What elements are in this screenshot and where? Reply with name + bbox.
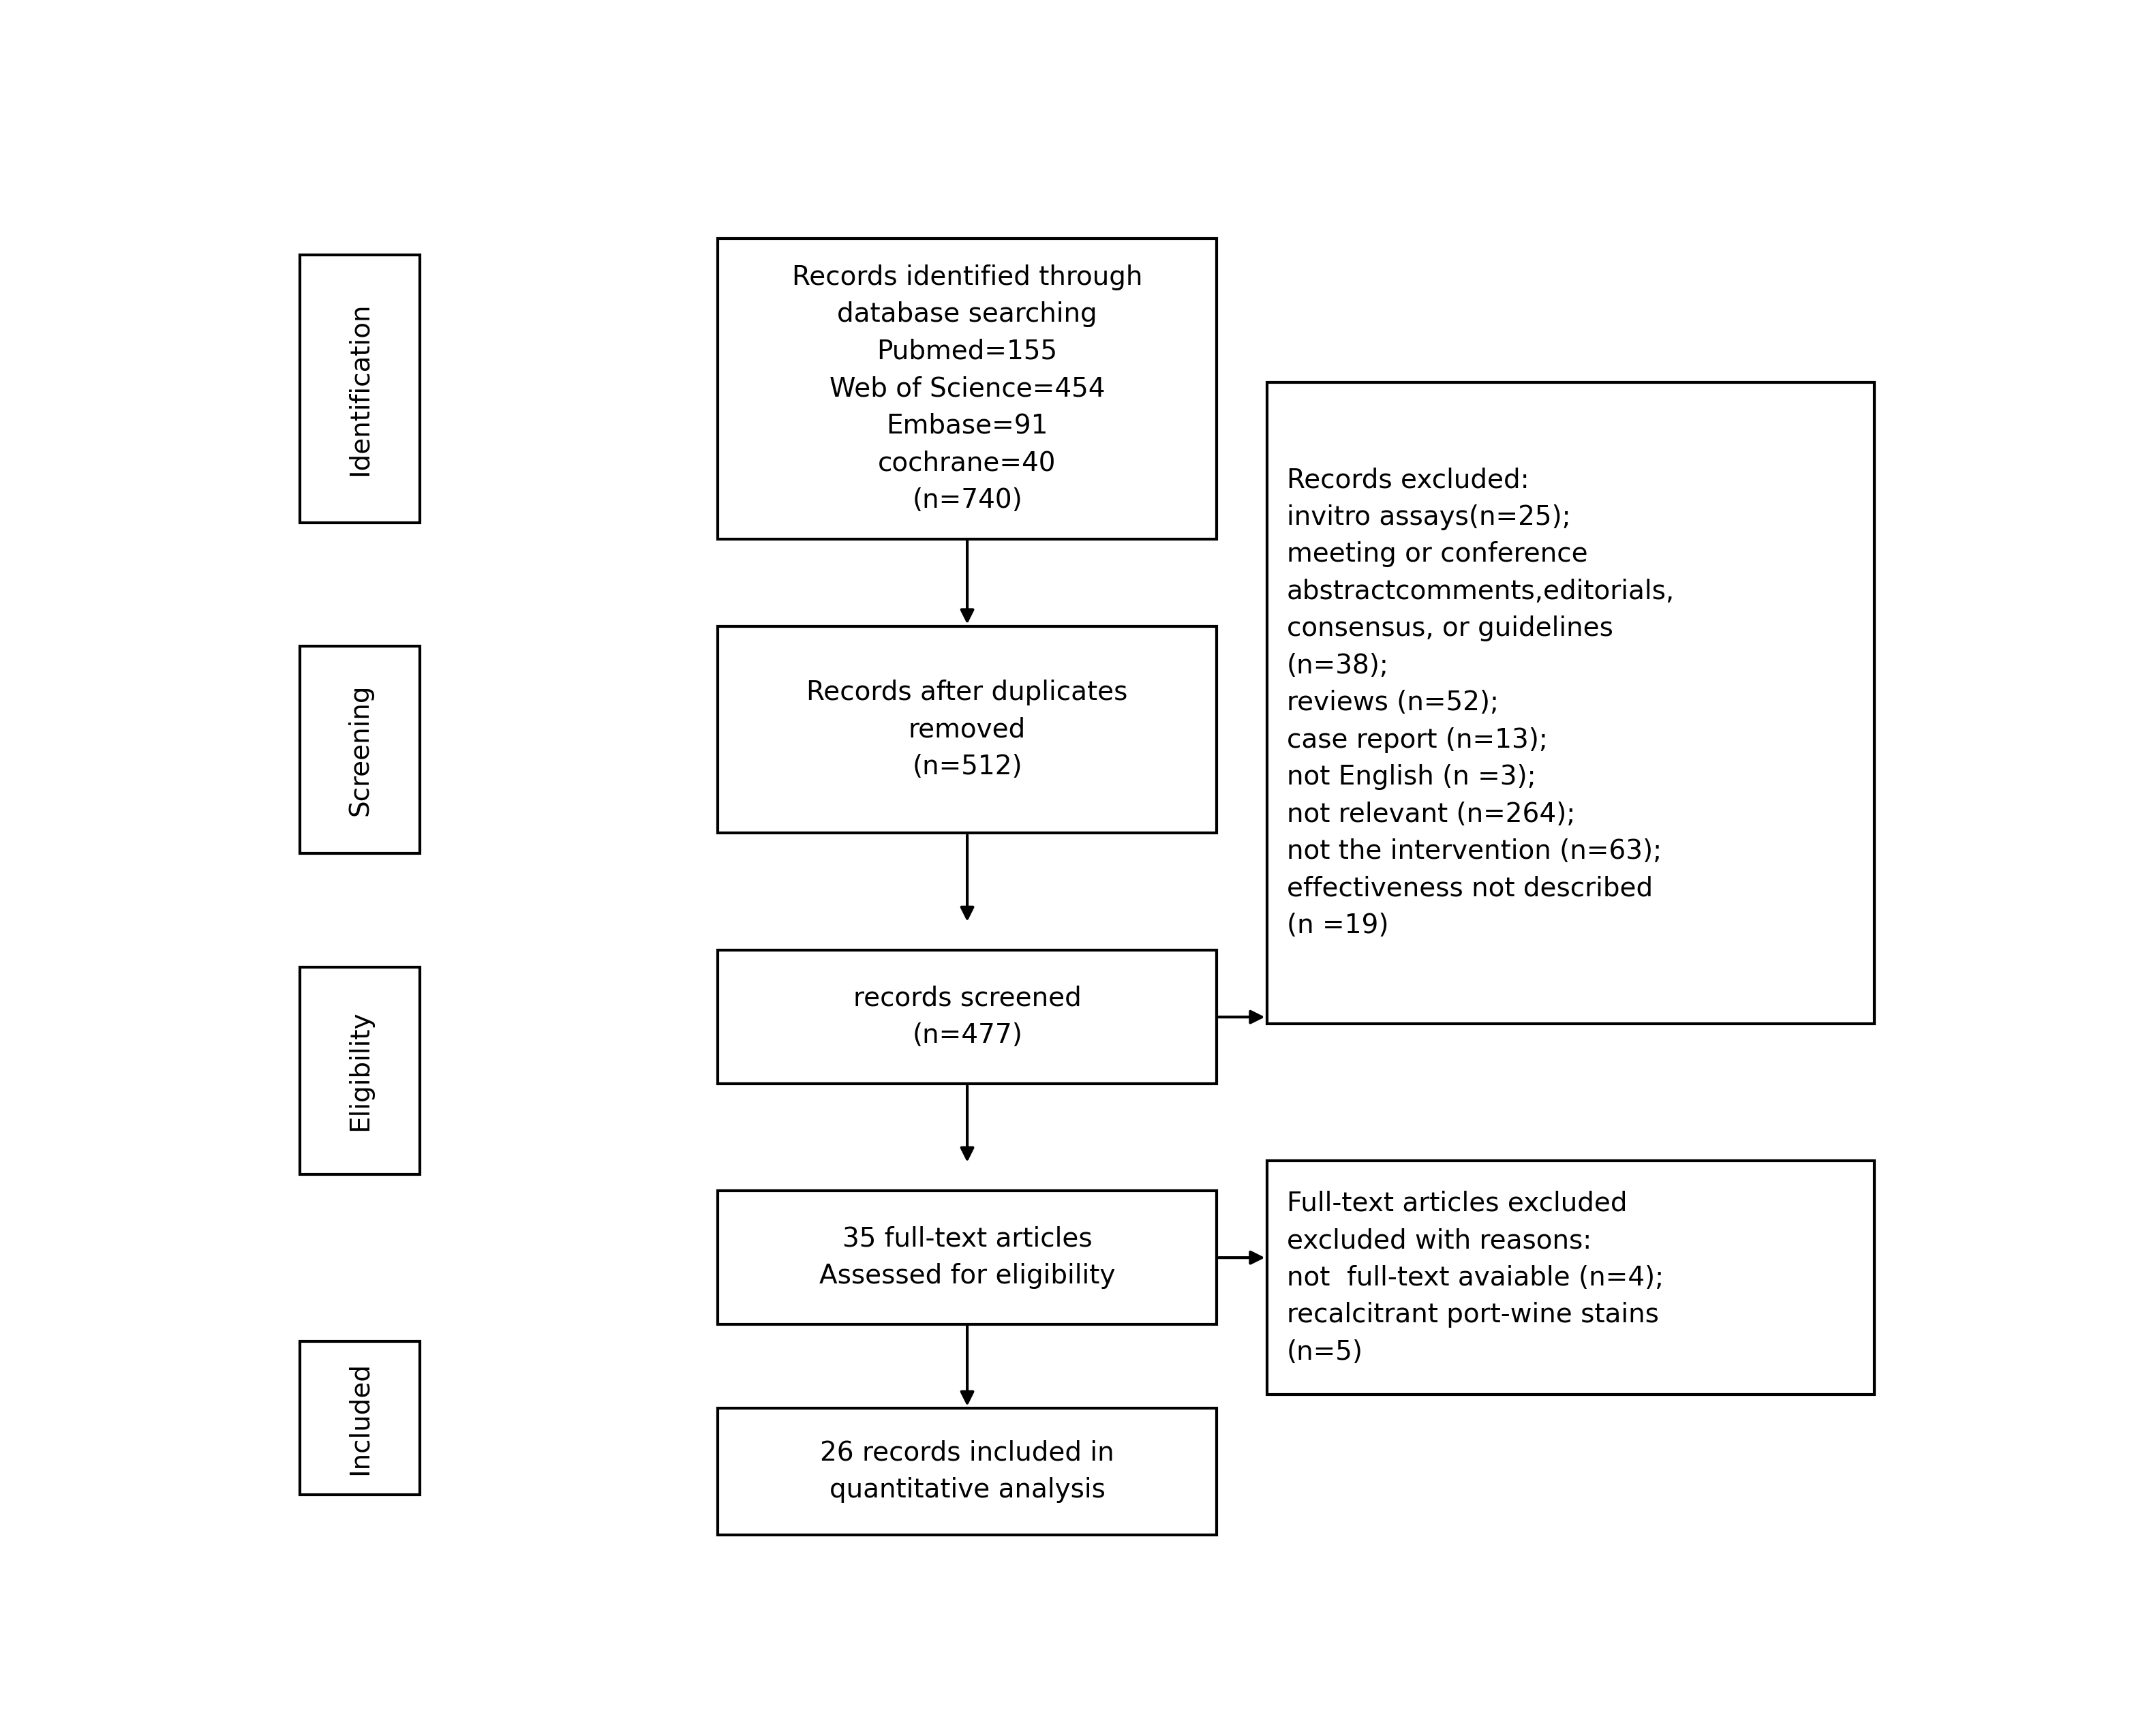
Text: Records identified through
database searching
Pubmed=155
Web of Science=454
Emba: Records identified through database sear… [792,264,1142,514]
Bar [301,967,421,1174]
Text: 35 full-text articles
Assessed for eligibility: 35 full-text articles Assessed for eligi… [820,1226,1114,1290]
Text: Identification: Identification [348,302,374,476]
Bar [301,1342,421,1495]
Text: records screened
(n=477): records screened (n=477) [852,986,1082,1049]
Bar [717,627,1217,833]
Bar [1267,1161,1874,1394]
Bar [301,646,421,854]
Bar [301,255,421,523]
Text: Screening: Screening [348,684,374,816]
Text: Records excluded:
invitro assays(n=25);
meeting or conference
abstractcomments,e: Records excluded: invitro assays(n=25); … [1286,467,1675,939]
Text: 26 records included in
quantitative analysis: 26 records included in quantitative anal… [820,1439,1114,1503]
Bar [1267,382,1874,1024]
Text: Records after duplicates
removed
(n=512): Records after duplicates removed (n=512) [807,679,1127,779]
Bar [717,950,1217,1083]
Bar [717,1408,1217,1535]
Bar [717,1191,1217,1325]
Text: Included: Included [348,1361,374,1474]
Text: Eligibility: Eligibility [348,1010,374,1130]
Text: Full-text articles excluded
excluded with reasons:
not  full-text avaiable (n=4): Full-text articles excluded excluded wit… [1286,1191,1664,1364]
Bar [717,238,1217,540]
